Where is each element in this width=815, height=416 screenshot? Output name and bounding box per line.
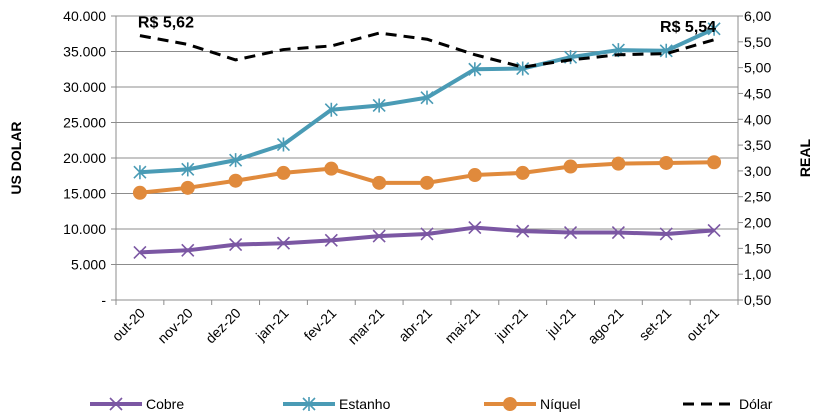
x-tick-label: dez-20 — [202, 305, 244, 347]
annotations: R$ 5,62 R$ 5,54 — [138, 15, 716, 36]
data-point-niquel — [324, 161, 339, 176]
y-tick-label: 25.000 — [63, 115, 106, 131]
y2-tick-label: 5,00 — [744, 60, 771, 76]
data-point-niquel — [611, 156, 626, 171]
data-point-niquel — [180, 180, 195, 195]
data-point-niquel — [372, 175, 387, 190]
data-point-niquel — [659, 155, 674, 170]
data-point-cobre — [324, 233, 338, 247]
axes — [111, 15, 743, 305]
data-point-estanho — [133, 165, 147, 180]
data-point-estanho — [181, 162, 195, 177]
data-point-cobre — [276, 236, 291, 250]
data-point-estanho — [372, 98, 386, 113]
data-point-cobre — [563, 225, 578, 240]
data-point-niquel — [276, 165, 291, 180]
data-point-cobre — [229, 238, 243, 252]
x-tick-label: out-21 — [683, 305, 723, 345]
x-tick-label: nov-20 — [154, 305, 196, 347]
x-tick-label: ago-21 — [584, 305, 626, 347]
x-tick-label: jan-21 — [252, 305, 292, 345]
data-point-niquel — [515, 165, 530, 180]
data-point-estanho — [229, 153, 243, 168]
y2-tick-label: 3,50 — [744, 137, 771, 153]
x-tick-label: mar-21 — [345, 305, 388, 348]
x-tick-label: jun-21 — [491, 305, 531, 345]
x-tick-label: set-21 — [636, 305, 675, 344]
data-point-estanho — [707, 21, 721, 36]
data-point-niquel — [420, 175, 434, 190]
x-tick-label: jul-21 — [542, 305, 578, 341]
y-axis-title: US DOLAR — [8, 121, 24, 194]
legend: Cobre Estanho Níquel Dólar — [90, 396, 773, 412]
y2-tick-label: 4,50 — [744, 85, 771, 101]
y2-tick-label: 2,50 — [744, 189, 771, 205]
data-point-cobre — [611, 225, 625, 240]
data-point-estanho — [659, 43, 673, 58]
y2-tick-label: 1,50 — [744, 240, 771, 256]
y2-tick-label: 0,50 — [744, 292, 771, 308]
data-point-estanho — [276, 137, 291, 152]
series-line-cobre — [139, 225, 715, 255]
data-point-cobre — [181, 243, 195, 257]
y2-axis-title: REAL — [797, 139, 813, 178]
data-point-niquel — [467, 168, 482, 183]
series-line-dolar — [139, 31, 715, 69]
data-point-cobre — [420, 227, 434, 241]
x-tick-label: abr-21 — [395, 305, 435, 345]
data-point-cobre — [133, 245, 147, 259]
data-point-estanho — [468, 62, 482, 77]
legend-marker-niquel — [503, 397, 517, 411]
data-point-estanho — [324, 102, 338, 117]
x-tick-label: fev-21 — [301, 305, 340, 344]
data-point-niquel — [707, 155, 722, 170]
annotation-label: R$ 5,54 — [660, 19, 716, 36]
legend-label-dolar: Dólar — [739, 396, 773, 412]
data-point-niquel — [132, 185, 147, 200]
data-point-niquel — [563, 159, 578, 174]
legend-label-niquel: Níquel — [540, 396, 580, 412]
y-tick-label: 15.000 — [63, 186, 106, 202]
x-tick-label: out-20 — [109, 305, 149, 345]
y-tick-label: 10.000 — [63, 221, 106, 237]
legend-label-estanho: Estanho — [339, 396, 391, 412]
legend-label-cobre: Cobre — [146, 396, 184, 412]
data-point-cobre — [372, 229, 386, 243]
y-tick-label: - — [101, 292, 106, 308]
data-point-cobre — [468, 221, 482, 235]
legend-marker-estanho — [302, 397, 316, 411]
y2-tick-label: 6,00 — [744, 8, 771, 24]
data-point-cobre — [707, 223, 721, 237]
y2-tick-label: 1,00 — [744, 266, 771, 282]
y2-tick-label: 4,00 — [744, 111, 771, 127]
y2-tick-label: 5,50 — [744, 34, 771, 50]
tick-labels: - 5.000 10.000 15.000 20.000 25.000 30.000 35.0… — [63, 8, 771, 347]
annotation-label: R$ 5,62 — [138, 15, 194, 32]
y-tick-label: 20.000 — [63, 150, 106, 166]
y-tick-label: 5.000 — [71, 257, 106, 273]
plot-area — [132, 21, 722, 259]
legend-marker-cobre — [109, 397, 123, 411]
y-tick-label: 30.000 — [63, 79, 106, 95]
y-tick-label: 40.000 — [63, 8, 106, 24]
y2-tick-label: 2,00 — [744, 215, 771, 231]
data-point-cobre — [659, 227, 673, 241]
gridlines — [116, 15, 738, 265]
data-point-niquel — [228, 173, 243, 188]
data-point-estanho — [420, 90, 434, 105]
data-point-cobre — [516, 224, 530, 238]
y2-tick-label: 3,00 — [744, 163, 771, 179]
y-tick-label: 35.000 — [63, 44, 106, 60]
x-tick-label: mai-21 — [441, 305, 483, 347]
